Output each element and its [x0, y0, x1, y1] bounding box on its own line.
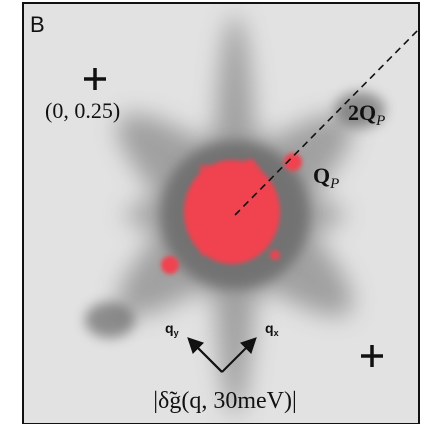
page: B (0, 0.25) 2QP QP qy qx |δ̃g(q, 30meV)|… — [0, 0, 430, 424]
panel-label: B — [30, 12, 45, 37]
caption: |δ̃g(q, 30meV)| — [153, 388, 297, 414]
point-label: (0, 0.25) — [45, 98, 120, 123]
map-image — [23, 3, 419, 424]
figure-panel: B (0, 0.25) 2QP QP qy qx |δ̃g(q, 30meV)| — [0, 0, 430, 424]
